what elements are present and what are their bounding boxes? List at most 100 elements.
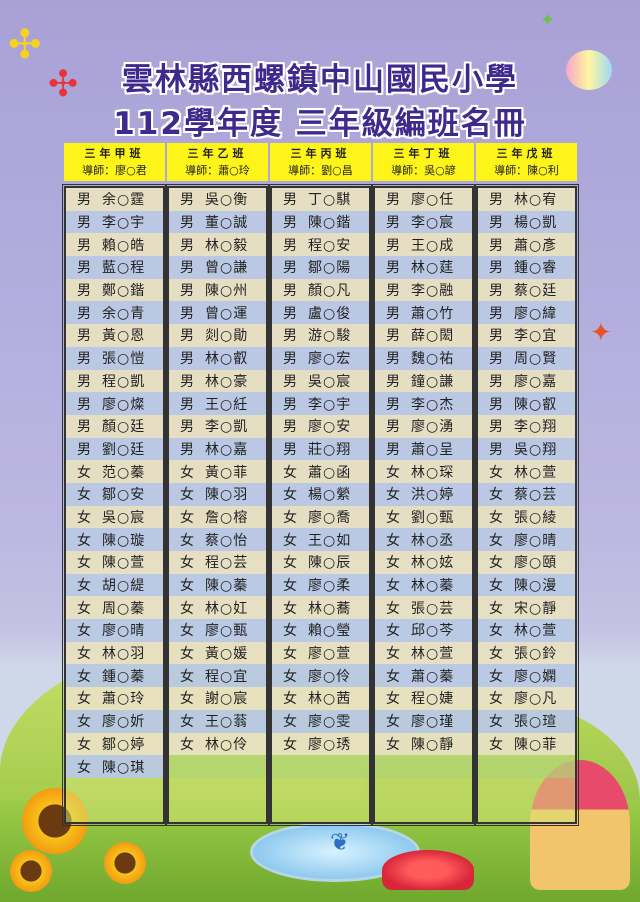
- class-column: 三年甲班 導師：廖○君 男余○霆男李○宇男賴○皓男藍○程男鄭○鍇男余○青男黃○恩…: [62, 143, 167, 826]
- student-row: 女詹○榕: [169, 505, 266, 529]
- empty-row: [375, 755, 472, 778]
- student-gender: 男: [180, 441, 194, 458]
- student-name: 廖○晴: [514, 532, 558, 549]
- student-gender: 女: [180, 578, 194, 595]
- student-gender: 男: [77, 283, 91, 300]
- student-list: 男林○宥男楊○凱男蕭○彥男鍾○睿男蔡○廷男廖○緯男李○宜男周○賢男廖○嘉男陳○叡…: [474, 184, 579, 826]
- student-row: 男陳○州: [169, 278, 266, 302]
- student-gender: 女: [180, 487, 194, 504]
- student-name: 林○萱: [411, 646, 455, 663]
- class-header: 三年乙班 導師：蕭○玲: [167, 143, 268, 181]
- student-name: 李○宇: [102, 215, 146, 232]
- bird-icon: ✦: [540, 10, 556, 31]
- student-gender: 女: [180, 691, 194, 708]
- student-row: 女王○如: [272, 528, 369, 551]
- student-name: 程○婕: [411, 691, 455, 708]
- student-row: 男劉○廷: [66, 437, 163, 461]
- student-row: 女張○綾: [478, 505, 575, 529]
- student-name: 蔡○廷: [514, 283, 558, 300]
- student-row: 女林○蕎: [272, 596, 369, 620]
- lantern-icon: [566, 50, 612, 90]
- student-gender: 男: [77, 328, 91, 345]
- student-name: 程○安: [308, 237, 352, 254]
- roster-title: 112學年度 三年級編班名冊: [113, 106, 527, 142]
- student-row: 男林○莛: [375, 256, 472, 279]
- student-row: 男蕭○竹: [375, 301, 472, 325]
- student-row: 男薛○閎: [375, 324, 472, 347]
- student-row: 女張○瑄: [478, 709, 575, 733]
- student-gender: 女: [283, 623, 297, 640]
- student-row: 女廖○晴: [478, 528, 575, 551]
- student-row: 男陳○叡: [478, 392, 575, 415]
- student-gender: 男: [386, 260, 400, 277]
- student-name: 廖○嫻: [514, 668, 558, 685]
- teacher-name: 導師：蕭○玲: [185, 164, 250, 177]
- student-name: 周○賢: [514, 351, 558, 368]
- student-gender: 男: [386, 305, 400, 322]
- student-row: 女劉○甄: [375, 505, 472, 529]
- student-gender: 男: [180, 260, 194, 277]
- student-name: 林○嘉: [205, 441, 249, 458]
- student-row: 男賴○皓: [66, 233, 163, 257]
- student-gender: 男: [283, 237, 297, 254]
- student-gender: 女: [77, 691, 91, 708]
- student-row: 男余○青: [66, 301, 163, 325]
- student-row: 女黃○媛: [169, 641, 266, 665]
- student-name: 劉○廷: [102, 441, 146, 458]
- student-gender: 女: [386, 509, 400, 526]
- student-gender: 女: [489, 646, 503, 663]
- student-gender: 女: [77, 736, 91, 753]
- student-gender: 男: [386, 396, 400, 413]
- student-row: 女鍾○蓁: [66, 664, 163, 688]
- student-row: 男陳○鍇: [272, 210, 369, 234]
- student-gender: 女: [386, 668, 400, 685]
- student-row: 女洪○婷: [375, 482, 472, 506]
- student-list: 男余○霆男李○宇男賴○皓男藍○程男鄭○鍇男余○青男黃○恩男張○愷男程○凱男廖○燦…: [62, 184, 167, 826]
- student-name: 魏○祐: [411, 351, 455, 368]
- student-gender: 女: [283, 487, 297, 504]
- student-row: 男李○杰: [375, 392, 472, 415]
- student-row: 男顏○廷: [66, 414, 163, 438]
- student-list: 男廖○任男李○宸男王○成男林○莛男李○融男蕭○竹男薛○閎男魏○祐男鐘○謙男李○杰…: [371, 184, 476, 826]
- student-name: 陳○辰: [308, 555, 352, 572]
- student-name: 游○駿: [308, 328, 352, 345]
- student-name: 張○鈴: [514, 646, 558, 663]
- student-gender: 男: [283, 441, 297, 458]
- student-gender: 男: [489, 192, 503, 209]
- student-gender: 男: [180, 237, 194, 254]
- bird-icon: ✦: [590, 318, 612, 348]
- student-name: 廖○緯: [514, 305, 558, 322]
- student-row: 女林○妶: [375, 551, 472, 574]
- student-gender: 女: [283, 464, 297, 481]
- student-name: 廖○頤: [514, 555, 558, 572]
- student-gender: 男: [386, 373, 400, 390]
- empty-row: [478, 755, 575, 778]
- student-name: 李○翔: [514, 419, 558, 436]
- student-gender: 男: [489, 237, 503, 254]
- student-name: 王○如: [308, 532, 352, 549]
- student-gender: 男: [283, 260, 297, 277]
- student-name: 宋○靜: [514, 600, 558, 617]
- student-gender: 男: [489, 441, 503, 458]
- student-name: 莊○翔: [308, 441, 352, 458]
- student-gender: 女: [77, 646, 91, 663]
- student-gender: 男: [489, 260, 503, 277]
- student-gender: 男: [489, 396, 503, 413]
- student-name: 張○芸: [411, 600, 455, 617]
- student-gender: 男: [77, 396, 91, 413]
- student-row: 男蔡○廷: [478, 278, 575, 302]
- student-row: 女吳○宸: [66, 505, 163, 529]
- student-row: 男盧○俊: [272, 301, 369, 325]
- student-name: 蕭○呈: [411, 441, 455, 458]
- student-list: 男丁○騏男陳○鍇男程○安男鄒○陽男顏○凡男盧○俊男游○駿男廖○宏男吳○宸男李○宇…: [268, 184, 373, 826]
- student-gender: 女: [489, 532, 503, 549]
- student-gender: 男: [283, 419, 297, 436]
- student-row: 女林○茜: [272, 687, 369, 710]
- student-row: 女廖○喬: [272, 505, 369, 529]
- student-name: 程○凱: [102, 373, 146, 390]
- student-gender: 女: [180, 555, 194, 572]
- student-gender: 男: [386, 283, 400, 300]
- student-row: 男廖○燦: [66, 392, 163, 415]
- sunflower-icon: [10, 850, 52, 892]
- student-row: 男曾○謙: [169, 256, 266, 279]
